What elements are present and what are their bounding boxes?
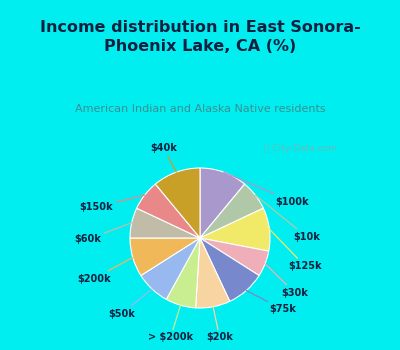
Text: Income distribution in East Sonora-
Phoenix Lake, CA (%): Income distribution in East Sonora- Phoe… [40, 20, 360, 54]
Text: $75k: $75k [246, 290, 296, 314]
Text: > $200k: > $200k [148, 305, 193, 342]
Wedge shape [200, 208, 270, 251]
Text: ⓘ City-Data.com: ⓘ City-Data.com [264, 144, 336, 153]
Text: $125k: $125k [270, 229, 322, 271]
Wedge shape [200, 238, 269, 275]
Text: $200k: $200k [77, 258, 133, 284]
Text: $10k: $10k [255, 195, 320, 241]
Text: $150k: $150k [80, 195, 145, 212]
Text: $50k: $50k [108, 289, 152, 318]
Text: $60k: $60k [74, 223, 132, 244]
Wedge shape [166, 238, 200, 308]
Text: $40k: $40k [150, 144, 177, 172]
Wedge shape [200, 184, 263, 238]
Text: $20k: $20k [206, 307, 233, 342]
Wedge shape [141, 238, 200, 299]
Wedge shape [196, 238, 230, 308]
Wedge shape [130, 208, 200, 238]
Wedge shape [137, 184, 200, 238]
Wedge shape [155, 168, 200, 238]
Wedge shape [200, 238, 259, 301]
Text: $100k: $100k [224, 172, 309, 206]
Text: American Indian and Alaska Native residents: American Indian and Alaska Native reside… [75, 104, 325, 114]
Text: $30k: $30k [265, 264, 308, 298]
Wedge shape [130, 238, 200, 275]
Wedge shape [200, 168, 245, 238]
